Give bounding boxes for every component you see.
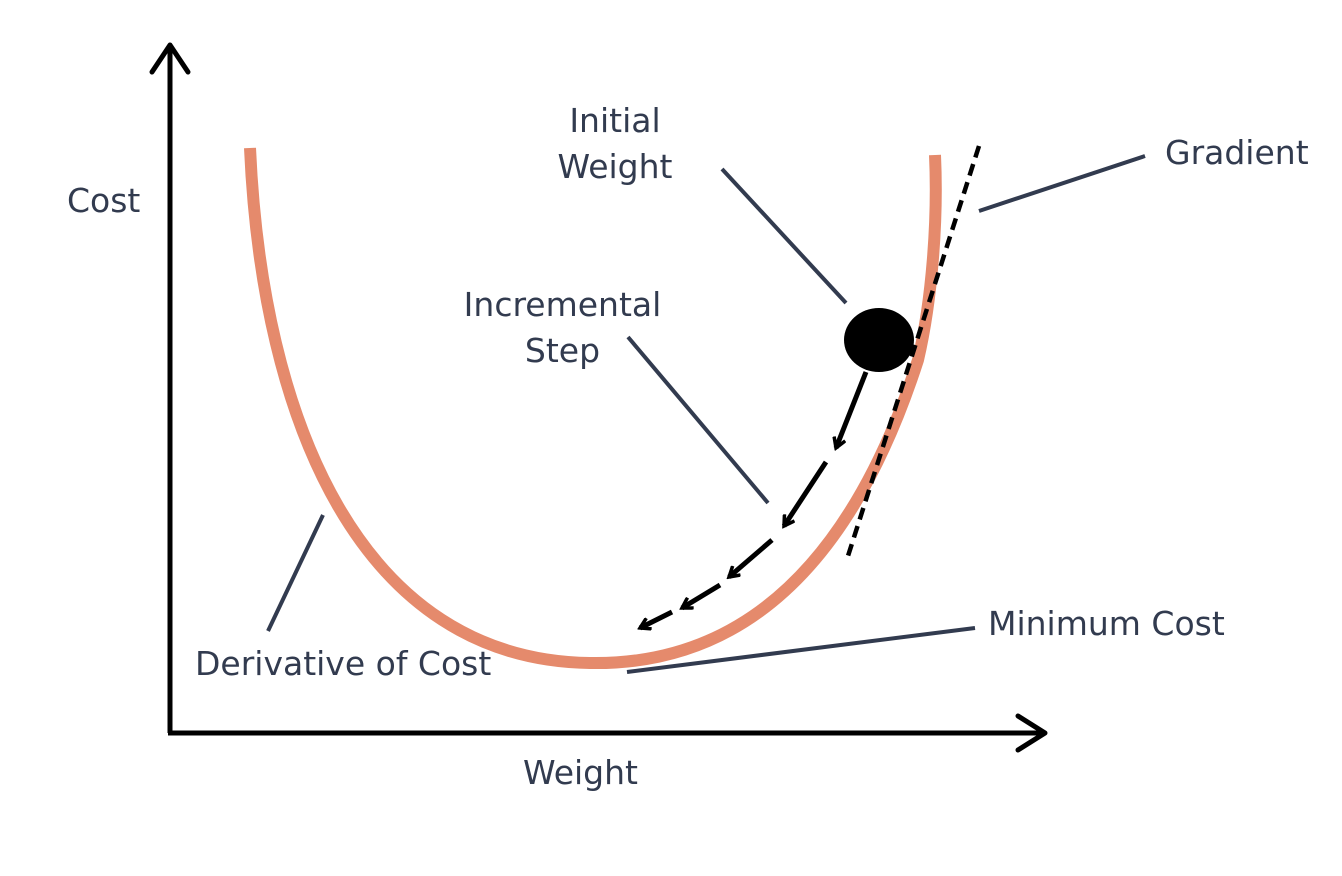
incremental-step-label-line2: Step [524,331,601,370]
cost-curve [244,147,942,670]
gradient-label: Gradient [1165,133,1309,172]
initial-weight-label: Initial Weight [540,98,690,190]
step-arrow-2 [781,460,829,526]
incremental-step-label-line1: Incremental [463,285,662,324]
y-axis-label: Cost [67,181,141,220]
incremental-step-arrows [640,371,869,628]
gradient-leader [978,154,1146,213]
minimum-cost-leader [626,626,976,674]
incremental-step-label: Incremental Step [455,282,670,374]
incremental-step-leader [626,335,770,505]
derivative-of-cost-label: Derivative of Cost [195,644,492,683]
initial-weight-label-line2: Weight [557,147,673,186]
step-arrow-1 [836,371,869,448]
x-axis-label: Weight [523,753,638,792]
x-axis-arrowhead [1015,713,1048,753]
initial-weight-label-line1: Initial [569,101,661,140]
step-arrow-3 [729,538,774,577]
initial-weight-leader [720,167,848,305]
minimum-cost-label: Minimum Cost [988,604,1225,643]
gradient-tangent-line [845,145,982,557]
step-arrow-5 [640,609,674,628]
initial-weight-point [844,308,914,372]
y-axis-arrowhead [149,42,191,75]
derivative-of-cost-leader [266,514,325,632]
step-arrow-4 [682,582,722,611]
